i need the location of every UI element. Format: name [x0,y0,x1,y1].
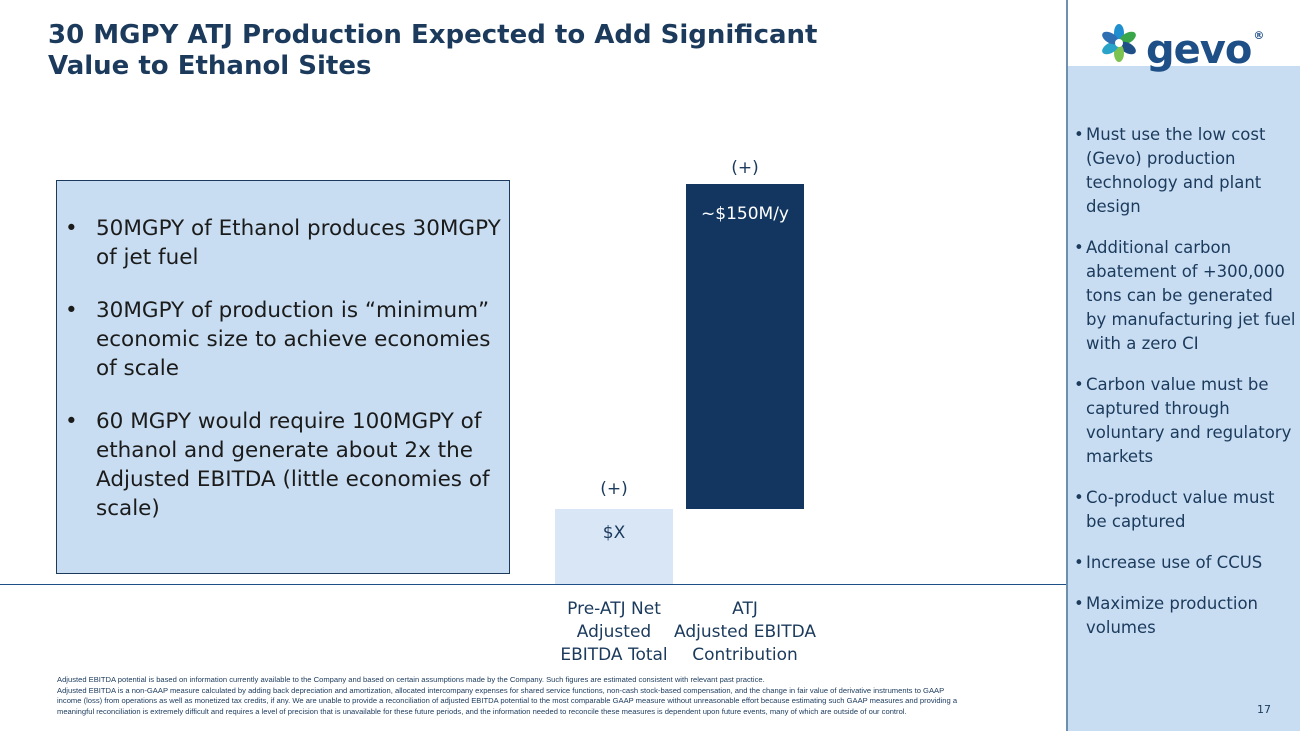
left-bullet: 30MGPY of production is “minimum” econom… [65,296,505,383]
left-bullet: 50MGPY of Ethanol produces 30MGPY of jet… [65,214,505,272]
bar-atj [686,184,804,509]
page-title: 30 MGPY ATJ Production Expected to Add S… [48,20,948,82]
logo: gevo ® [1068,0,1300,72]
left-bullet-list: 50MGPY of Ethanol produces 30MGPY of jet… [65,214,505,547]
registered-mark: ® [1253,29,1264,42]
logo-wordmark: gevo ® [1146,14,1264,73]
category-label-pre-atj: Pre-ATJ Net Adjusted EBITDA Total [560,599,668,665]
footnote: Adjusted EBITDA potential is based on in… [57,675,967,717]
right-bullet: Must use the low cost (Gevo) production … [1072,123,1298,219]
left-bullet: 60 MGPY would require 100MGPY of ethanol… [65,407,505,523]
bar-pre-atj [555,509,673,584]
value-label-pre-atj: $X [602,523,626,543]
page-title-line-2: Value to Ethanol Sites [48,51,372,81]
page-title-line-1: 30 MGPY ATJ Production Expected to Add S… [48,20,818,50]
right-bullet: Increase use of CCUS [1072,551,1298,575]
right-panel: gevo® Must use the low cost (Gevo) produ… [1066,0,1300,731]
logo-text: gevo [1146,27,1252,73]
footnote-line-2: Adjusted EBITDA is a non-GAAP measure ca… [57,685,958,716]
gevo-logo-icon [1102,24,1136,62]
right-bullet: Co-product value must be captured [1072,486,1298,534]
increment-label-atj: (+) [731,158,759,178]
page-number: 17 [1257,703,1271,716]
right-bullet: Additional carbon abatement of +300,000 … [1072,236,1298,356]
increment-label-pre-atj: (+) [600,479,628,499]
chart-baseline [0,584,1066,585]
category-label-atj: ATJ Adjusted EBITDA Contribution [673,599,817,665]
right-bullet-list: Must use the low cost (Gevo) production … [1072,123,1298,657]
value-label-atj: ~$150M/y [701,204,789,224]
footnote-line-1: Adjusted EBITDA potential is based on in… [57,675,765,684]
right-bullet: Maximize production volumes [1072,592,1298,640]
left-info-box: 50MGPY of Ethanol produces 30MGPY of jet… [56,180,510,574]
right-bullet: Carbon value must be captured through vo… [1072,373,1298,469]
